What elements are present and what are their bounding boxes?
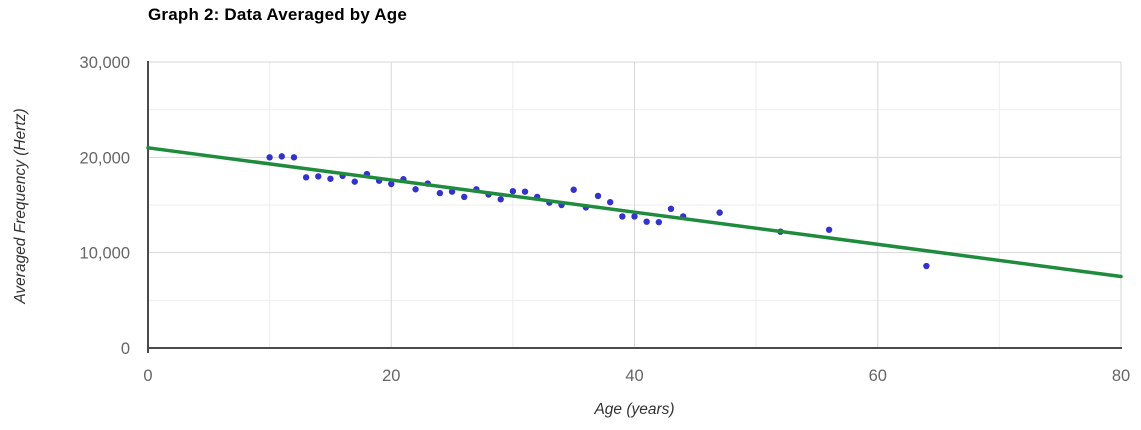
averaged-frequency-points-dot [448,188,456,195]
averaged-frequency-points-dot [412,186,419,193]
averaged-frequency-points-dot [290,154,298,161]
averaged-frequency-points-dot [643,218,650,225]
x-tick-label: 0 [143,367,152,385]
x-tick-label: 80 [1112,367,1130,385]
y-tick-label: 20,000 [80,149,130,167]
x-axis-title: Age (years) [594,401,675,418]
averaged-frequency-points-dot [570,186,577,193]
averaged-frequency-points-dot [825,226,833,233]
averaged-frequency-points-dot [278,153,285,160]
averaged-frequency-points-dot [606,198,614,206]
chart-title: Graph 2: Data Averaged by Age [148,5,407,24]
averaged-frequency-points-dot [716,209,723,216]
y-tick-label: 30,000 [80,54,130,72]
x-tick-label: 40 [625,367,643,385]
averaged-frequency-points-dot [436,189,444,197]
averaged-frequency-points-dot [497,196,504,203]
averaged-frequency-points-dot [351,178,358,185]
y-tick-label: 10,000 [80,245,130,263]
averaged-frequency-points-dot [509,187,517,195]
averaged-frequency-points-dot [594,192,602,200]
averaged-frequency-points-dot [327,175,334,182]
averaged-frequency-points-dot [315,173,322,180]
averaged-frequency-points-dot [521,188,529,195]
averaged-frequency-points-dot [923,262,930,270]
x-tick-label: 60 [869,367,887,385]
averaged-frequency-points-dot [619,213,626,220]
averaged-frequency-points-dot [302,174,310,181]
averaged-frequency-points-dot [461,193,468,201]
x-tick-label: 20 [382,367,400,385]
averaged-frequency-points-dot [631,213,638,220]
averaged-frequency-points-dot [266,154,273,161]
averaged-frequency-points-dot [667,205,675,213]
averaged-frequency-points-dot [655,218,663,226]
averaged-frequency-points-dot [388,180,395,188]
trend-line [146,146,1123,279]
y-tick-label: 0 [121,340,130,358]
y-axis-title: Averaged Frequency (Hertz) [12,108,29,304]
